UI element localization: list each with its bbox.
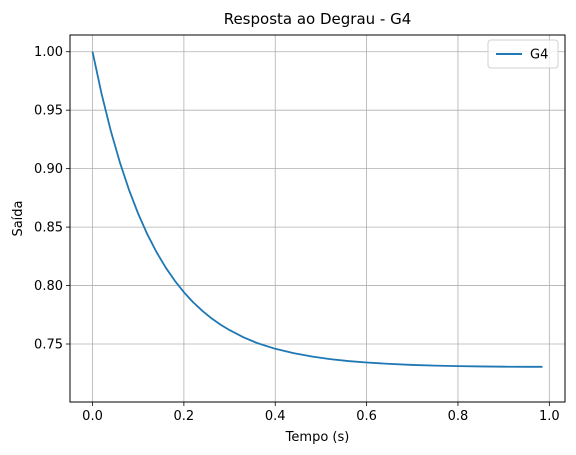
y-axis-ticks: 0.75 0.80 0.85 0.90 0.95 1.00 <box>34 45 70 353</box>
grid <box>70 35 565 402</box>
x-tick-label: 1.0 <box>539 409 560 424</box>
legend: G4 <box>487 39 559 69</box>
x-axis-label: Tempo (s) <box>285 430 350 445</box>
legend-box <box>487 39 559 69</box>
legend-label-g4: G4 <box>530 48 548 63</box>
y-tick-label: 0.95 <box>34 104 63 119</box>
x-tick-label: 0.6 <box>356 409 377 424</box>
series-line-g4 <box>91 51 543 368</box>
x-tick-label: 0.4 <box>265 409 286 424</box>
y-tick-label: 0.80 <box>34 279 63 294</box>
y-axis-label: Saída <box>11 200 26 236</box>
chart-title: Resposta ao Degrau - G4 <box>224 10 412 28</box>
plot-frame <box>69 34 566 403</box>
x-tick-label: 0.2 <box>174 409 195 424</box>
series-layer <box>91 51 543 368</box>
y-tick-label: 1.00 <box>34 45 63 60</box>
y-tick-label: 0.85 <box>34 221 63 236</box>
x-axis-ticks: 0.0 0.2 0.4 0.6 0.8 1.0 <box>82 402 560 424</box>
y-tick-label: 0.75 <box>34 338 63 353</box>
x-tick-label: 0.8 <box>448 409 469 424</box>
y-tick-label: 0.90 <box>34 162 63 177</box>
x-tick-label: 0.0 <box>82 409 103 424</box>
